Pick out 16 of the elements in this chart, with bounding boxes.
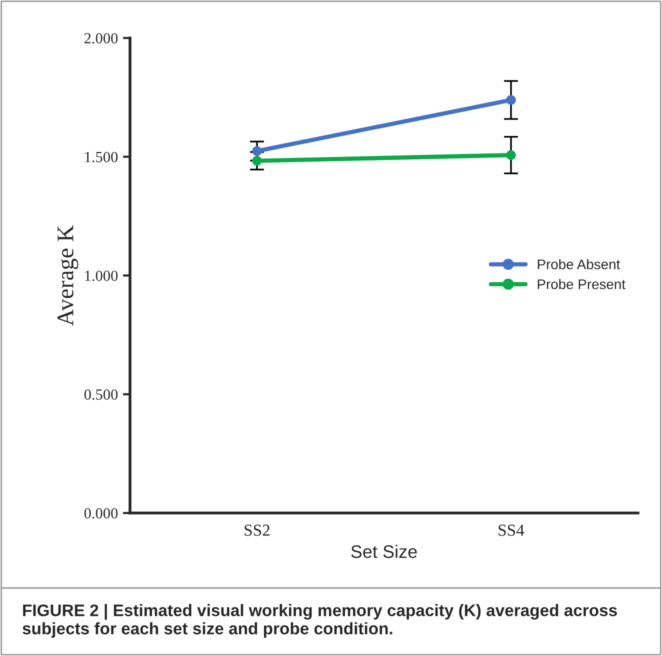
x-tick-label: SS4 — [498, 524, 524, 536]
point — [252, 156, 262, 166]
y-tick-label: 0.500 — [84, 389, 118, 400]
y-tick-label: 1.500 — [85, 152, 118, 162]
point — [252, 146, 262, 156]
x-axis-title: Set Size — [351, 544, 417, 558]
y-tick-label: 2.000 — [84, 33, 118, 44]
point — [506, 150, 516, 160]
caption: FIGURE 2 | Estimated visual working memory capacity (K) averaged across subjects for each set size and probe condition. — [22, 604, 617, 638]
y-tick-label: 1.000 — [85, 270, 118, 282]
point — [506, 95, 516, 105]
y-tick-label: 0.000 — [84, 508, 118, 519]
x-tick-label: SS2 — [244, 524, 270, 536]
legend-label: Probe Absent — [538, 259, 620, 270]
legend-label: Probe Present — [538, 278, 626, 290]
y-axis-title: Average K — [58, 225, 78, 326]
